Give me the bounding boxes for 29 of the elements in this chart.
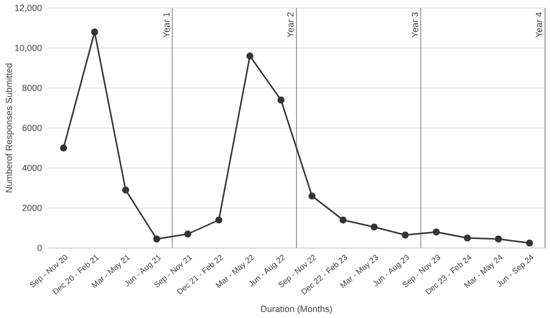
y-tick-label: 4000 — [22, 163, 42, 174]
annotation: Year 2 — [286, 12, 296, 38]
point — [91, 28, 98, 36]
point — [184, 230, 192, 238]
annotation: Year 1 — [161, 12, 172, 38]
y-tick-label: 6000 — [22, 123, 42, 134]
y-tick-label: 0 — [36, 243, 42, 254]
point — [340, 216, 347, 224]
point — [494, 236, 502, 242]
point — [308, 192, 316, 200]
point — [122, 186, 130, 194]
x-axis-title: Duration (Months) — [260, 304, 333, 314]
y-tick-label: 10,000 — [14, 43, 42, 54]
point — [464, 234, 471, 242]
y-tick-label: 8000 — [22, 83, 42, 94]
y-tick-label: 2000 — [22, 203, 42, 214]
y-axis-title: Numberof Responses Submitted — [4, 62, 14, 194]
point — [215, 216, 222, 224]
point — [277, 96, 284, 104]
point — [60, 144, 68, 152]
point — [370, 224, 378, 230]
point — [153, 236, 160, 242]
point — [246, 52, 254, 60]
point — [526, 240, 533, 246]
y-tick-label: 12,000 — [14, 3, 42, 14]
point — [432, 228, 440, 236]
point — [402, 232, 409, 238]
annotation: Year 4 — [534, 12, 544, 38]
annotation: Year 3 — [410, 12, 420, 38]
